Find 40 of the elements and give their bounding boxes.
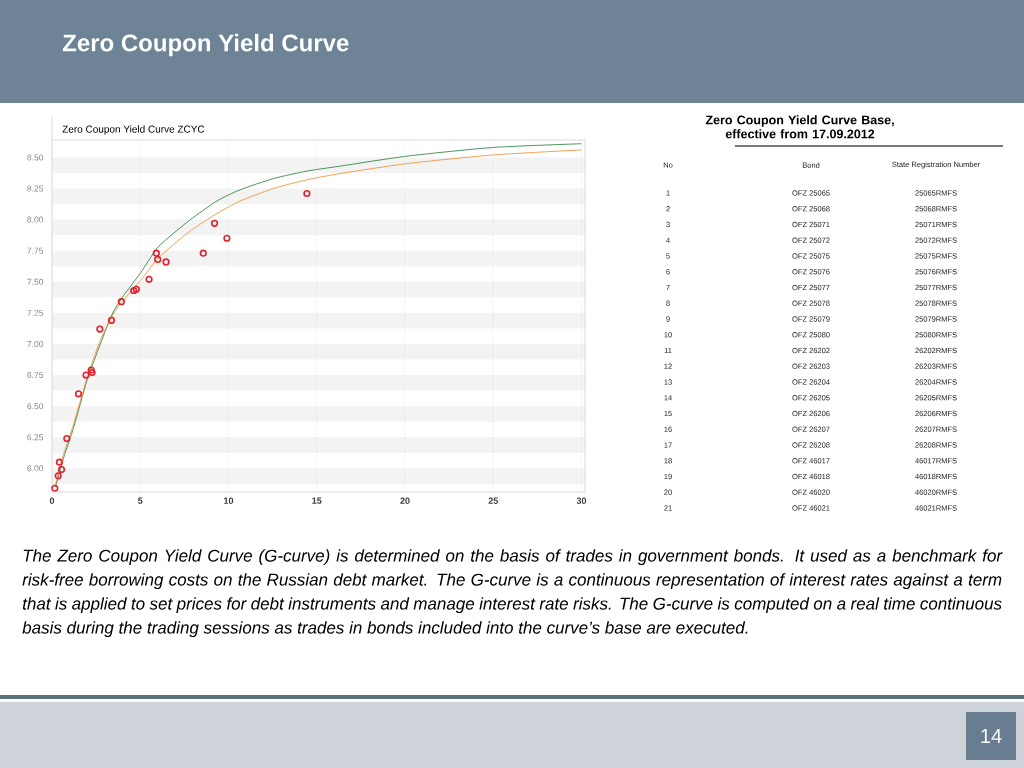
- x-tick-label: 20: [400, 497, 410, 504]
- text: 14: [981, 729, 1002, 743]
- y-tick-label: 8.25: [27, 185, 44, 192]
- point: [154, 255, 162, 263]
- x-tick-label: 25: [488, 497, 498, 504]
- x-tick-label: 0: [49, 497, 55, 504]
- y-tick-label: 7.75: [27, 247, 44, 254]
- y-tick-label: 7.00: [27, 340, 44, 347]
- point: [117, 298, 125, 306]
- point: [223, 234, 231, 242]
- x-tick-label: 5: [138, 497, 143, 504]
- point: [51, 484, 59, 492]
- x-tick-label: 15: [312, 497, 322, 504]
- y-tick-label: 8.00: [27, 216, 44, 223]
- y-tick-label: 7.25: [27, 309, 44, 316]
- point: [54, 472, 62, 480]
- point: [57, 466, 66, 474]
- point: [199, 249, 207, 257]
- x-tick-label: 10: [224, 497, 234, 504]
- y-tick-label: 6.50: [27, 403, 44, 410]
- y-tick-label: 8.50: [27, 154, 44, 161]
- point: [55, 458, 64, 466]
- point: [74, 390, 83, 398]
- text: Zero Coupon Yield Curve Base, effective from 17.09.2012: [705, 115, 894, 139]
- point: [145, 275, 153, 283]
- point: [210, 219, 219, 227]
- x-tick-label: 30: [576, 497, 587, 504]
- y-tick-label: 6.75: [27, 372, 44, 379]
- point: [303, 189, 311, 198]
- point: [96, 325, 104, 333]
- chart-subtitle: Zero Coupon Yield Curve ZCYC: [62, 125, 205, 135]
- y-tick-label: 7.50: [27, 278, 44, 285]
- point: [63, 434, 71, 443]
- text: The Zero Coupon Yield Curve (G-curve) is determined on the basis of trades in government bonds. It used as a benchmark for risk-free borrowing costs on the Russian debt market. The G-curve is a continuous representation of interest rates against a term that is applied to set prices for debt instruments and manage interest rate risks. The G-curve is computed on a real time continuous basis during the trading sessions as trades in bonds included into the curve’s base are executed.: [22, 549, 1003, 638]
- y-tick-label: 6.25: [27, 434, 44, 441]
- point: [107, 316, 116, 324]
- point: [162, 258, 170, 266]
- chart-title: Zero Coupon Yield Curve: [62, 33, 349, 57]
- y-tick-label: 6.00: [27, 465, 44, 472]
- point: [152, 249, 160, 257]
